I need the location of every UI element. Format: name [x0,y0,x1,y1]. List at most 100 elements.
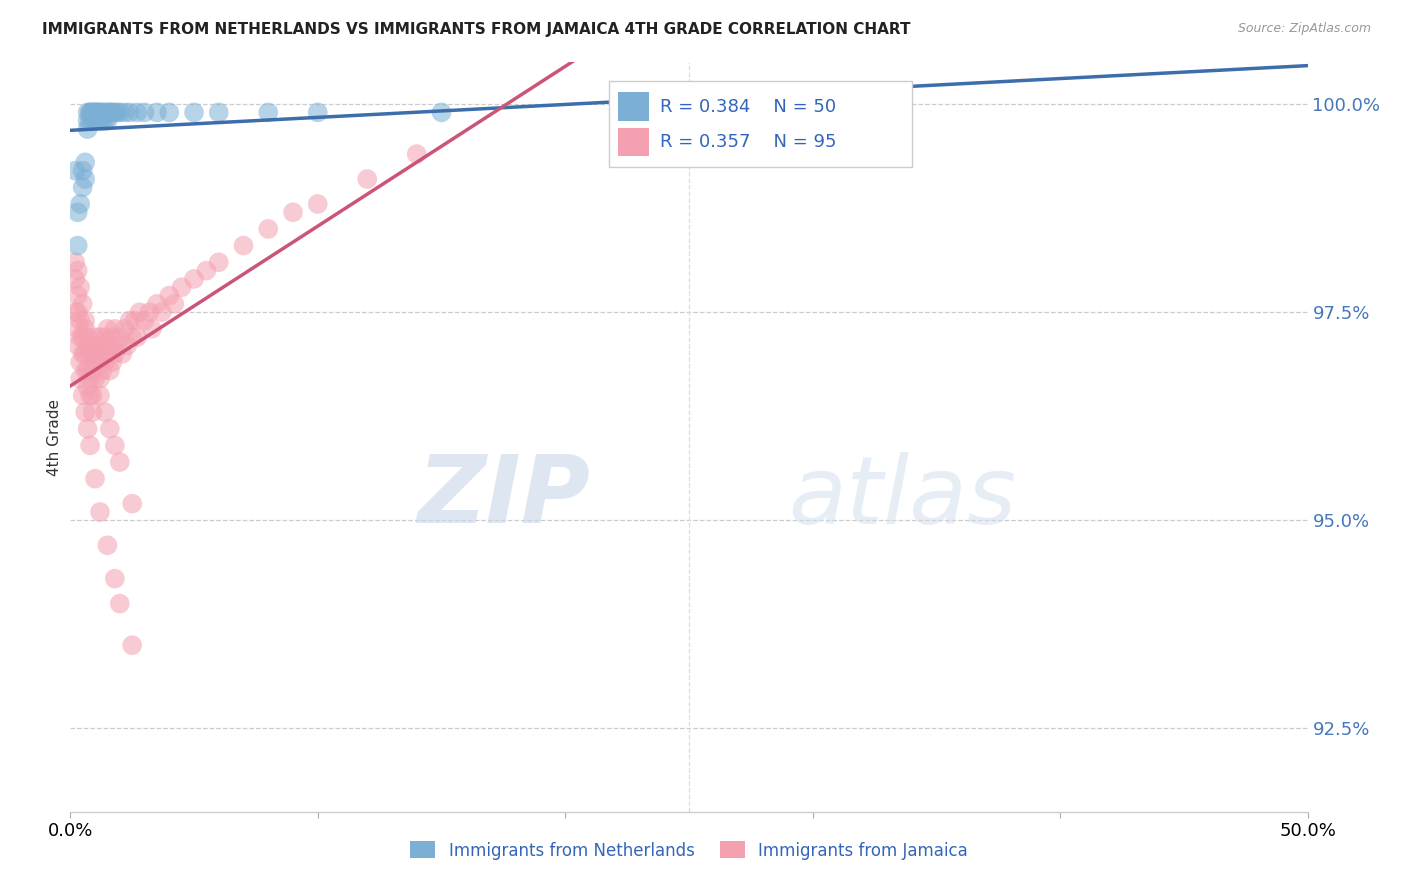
Point [82,105,104,120]
Point [405,147,427,161]
Point [84,372,107,386]
Point [65,305,87,319]
Point [94,113,117,128]
Point [128,305,150,319]
Point [66,338,89,352]
Point [851,105,873,120]
Point [157,105,180,120]
Point [98,338,121,352]
Point [69,197,91,211]
Point [76,113,98,128]
Point [86,105,108,120]
Point [108,597,131,611]
Point [79,347,101,361]
Point [84,472,107,486]
Point [89,347,111,361]
Point [66,238,89,252]
Legend: Immigrants from Netherlands, Immigrants from Jamaica: Immigrants from Netherlands, Immigrants … [411,841,967,860]
Point [91,338,114,352]
Point [76,338,98,352]
Point [108,455,131,469]
Point [104,105,127,120]
Point [98,105,121,120]
Point [89,372,111,386]
Text: R = 0.384    N = 50: R = 0.384 N = 50 [661,97,837,116]
Point [115,338,138,352]
Point [208,105,231,120]
Point [94,330,117,344]
Point [141,322,163,336]
Point [79,105,101,120]
Point [84,330,107,344]
Point [84,105,107,120]
Point [76,363,98,377]
Point [82,363,104,377]
Point [195,263,218,277]
Point [101,105,124,120]
Point [104,438,127,452]
Point [118,313,141,327]
Point [96,105,118,120]
Point [163,297,186,311]
Point [105,338,128,352]
Point [86,105,108,120]
Point [75,347,97,361]
Point [79,347,101,361]
Point [89,505,111,519]
Point [307,105,329,120]
Point [96,322,118,336]
Point [91,105,114,120]
Point [307,197,329,211]
Point [89,105,111,120]
Point [89,388,111,402]
Point [124,313,146,327]
Point [430,105,453,120]
Point [257,222,280,236]
Text: Source: ZipAtlas.com: Source: ZipAtlas.com [1237,22,1371,36]
Point [101,330,124,344]
Point [105,105,128,120]
Point [75,155,97,169]
Point [75,322,97,336]
Point [111,347,134,361]
Point [114,105,136,120]
Point [79,113,101,128]
Point [66,322,89,336]
FancyBboxPatch shape [619,128,650,156]
Text: atlas: atlas [787,451,1017,542]
Point [94,405,117,419]
Point [82,113,104,128]
Point [75,172,97,186]
Point [98,105,121,120]
Point [72,330,94,344]
Point [75,363,97,377]
Point [75,405,97,419]
Point [76,380,98,394]
Point [79,438,101,452]
FancyBboxPatch shape [609,81,911,168]
Point [108,330,131,344]
Point [150,305,173,319]
Point [146,105,169,120]
Point [72,347,94,361]
Point [146,297,169,311]
Point [96,538,118,552]
Point [208,255,231,269]
Point [84,113,107,128]
Point [104,347,127,361]
Point [91,113,114,128]
Point [94,105,117,120]
Point [114,322,136,336]
Point [72,297,94,311]
Point [65,163,87,178]
Point [157,288,180,302]
Point [86,113,108,128]
Point [84,105,107,120]
Text: IMMIGRANTS FROM NETHERLANDS VS IMMIGRANTS FROM JAMAICA 4TH GRADE CORRELATION CHA: IMMIGRANTS FROM NETHERLANDS VS IMMIGRANT… [42,22,911,37]
Point [65,272,87,286]
Y-axis label: 4th Grade: 4th Grade [46,399,62,475]
Point [127,330,149,344]
Point [86,338,108,352]
Point [79,105,101,120]
Point [104,572,127,586]
